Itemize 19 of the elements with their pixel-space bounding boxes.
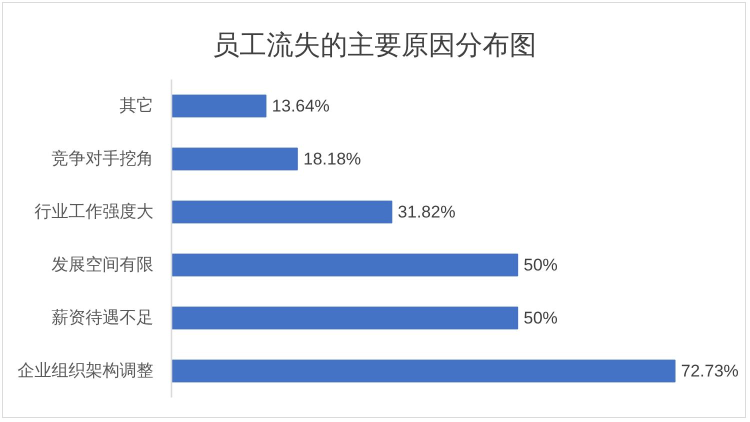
y-tick-label: 其它 bbox=[120, 96, 154, 116]
y-tick-label: 行业工作强度大 bbox=[34, 202, 154, 222]
bar bbox=[172, 306, 518, 330]
bar bbox=[172, 200, 392, 224]
data-label: 50% bbox=[524, 256, 558, 274]
bar bbox=[172, 254, 518, 276]
bar bbox=[172, 148, 298, 170]
chart-title: 员工流失的主要原因分布图 bbox=[212, 30, 536, 60]
y-tick-label: 企业组织架构调整 bbox=[18, 361, 154, 381]
data-label: 18.18% bbox=[303, 150, 362, 168]
y-tick-label: 竞争对手挖角 bbox=[52, 149, 154, 169]
data-label: 31.82% bbox=[398, 202, 456, 222]
bar bbox=[172, 360, 676, 382]
bar bbox=[172, 94, 266, 118]
data-label: 13.64% bbox=[272, 96, 330, 116]
data-label: 50% bbox=[524, 308, 558, 328]
data-label: 72.73% bbox=[681, 362, 739, 380]
y-tick-label: 发展空间有限 bbox=[52, 255, 154, 275]
y-tick-label: 薪资待遇不足 bbox=[52, 308, 154, 328]
